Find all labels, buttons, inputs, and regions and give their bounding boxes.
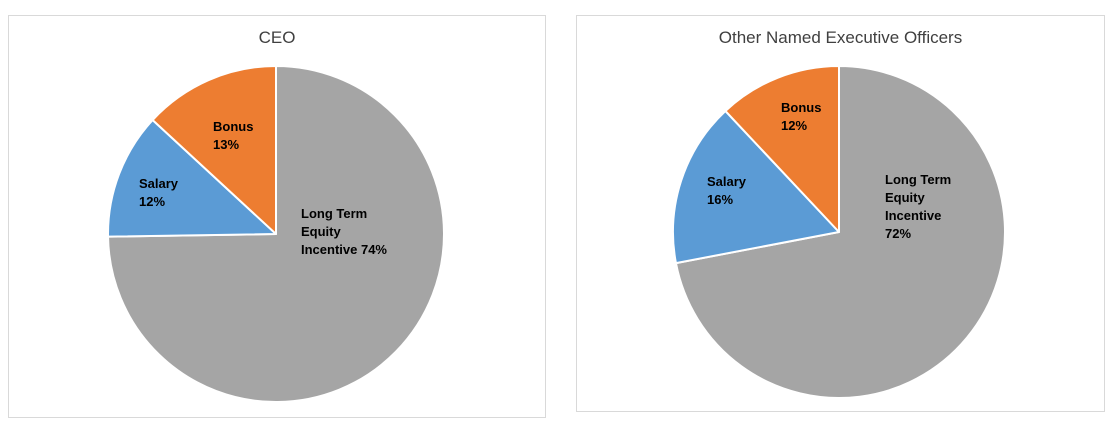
neo-label-bonus-line: 12% [781,118,807,133]
neo-label-long-term-equity-line: Equity [885,190,925,205]
ceo-chart-title: CEO [258,28,296,47]
neo-label-salary-line: Salary [707,174,747,189]
ceo-label-salary: Salary 12% [139,176,179,209]
neo-label-long-term-equity: Long Term Equity Incentive 72% [885,172,951,241]
ceo-chart: CEO Long Term Equity Incentive 74% Salary 12… [8,15,546,418]
ceo-label-long-term-equity-line: Incentive 74% [301,242,387,257]
ceo-label-salary-line: 12% [139,194,165,209]
neo-label-bonus-line: Bonus [781,100,821,115]
neo-label-long-term-equity-line: Long Term [885,172,951,187]
neo-slice-salary [672,109,840,265]
neo-slice-bonus [724,65,840,233]
ceo-label-long-term-equity-line: Equity [301,224,341,239]
ceo-slice-salary [107,119,277,238]
ceo-slice-bonus [151,65,277,235]
ceo-label-salary-line: Salary [139,176,179,191]
ceo-label-bonus-line: Bonus [213,119,253,134]
neo-label-salary: Salary 16% [707,174,747,207]
neo-pie: Long Term Equity Incentive 72% Salary 16% Bonu… [672,65,1006,399]
neo-label-long-term-equity-line: Incentive [885,208,941,223]
neo-slice-long-term-equity [674,65,1006,399]
neo-label-salary-line: 16% [707,192,733,207]
ceo-label-long-term-equity-line: Long Term [301,206,367,221]
ceo-label-long-term-equity: Long Term Equity Incentive 74% [301,206,387,257]
neo-label-bonus: Bonus 12% [781,100,821,133]
ceo-pie: Long Term Equity Incentive 74% Salary 12% Bon… [107,65,445,403]
ceo-label-bonus: Bonus 13% [213,119,253,152]
ceo-slice-long-term-equity [107,65,445,403]
neo-chart: Other Named Executive Officers Long Term… [576,15,1105,412]
neo-chart-title: Other Named Executive Officers [718,28,963,47]
neo-label-long-term-equity-line: 72% [885,226,911,241]
ceo-label-bonus-line: 13% [213,137,239,152]
